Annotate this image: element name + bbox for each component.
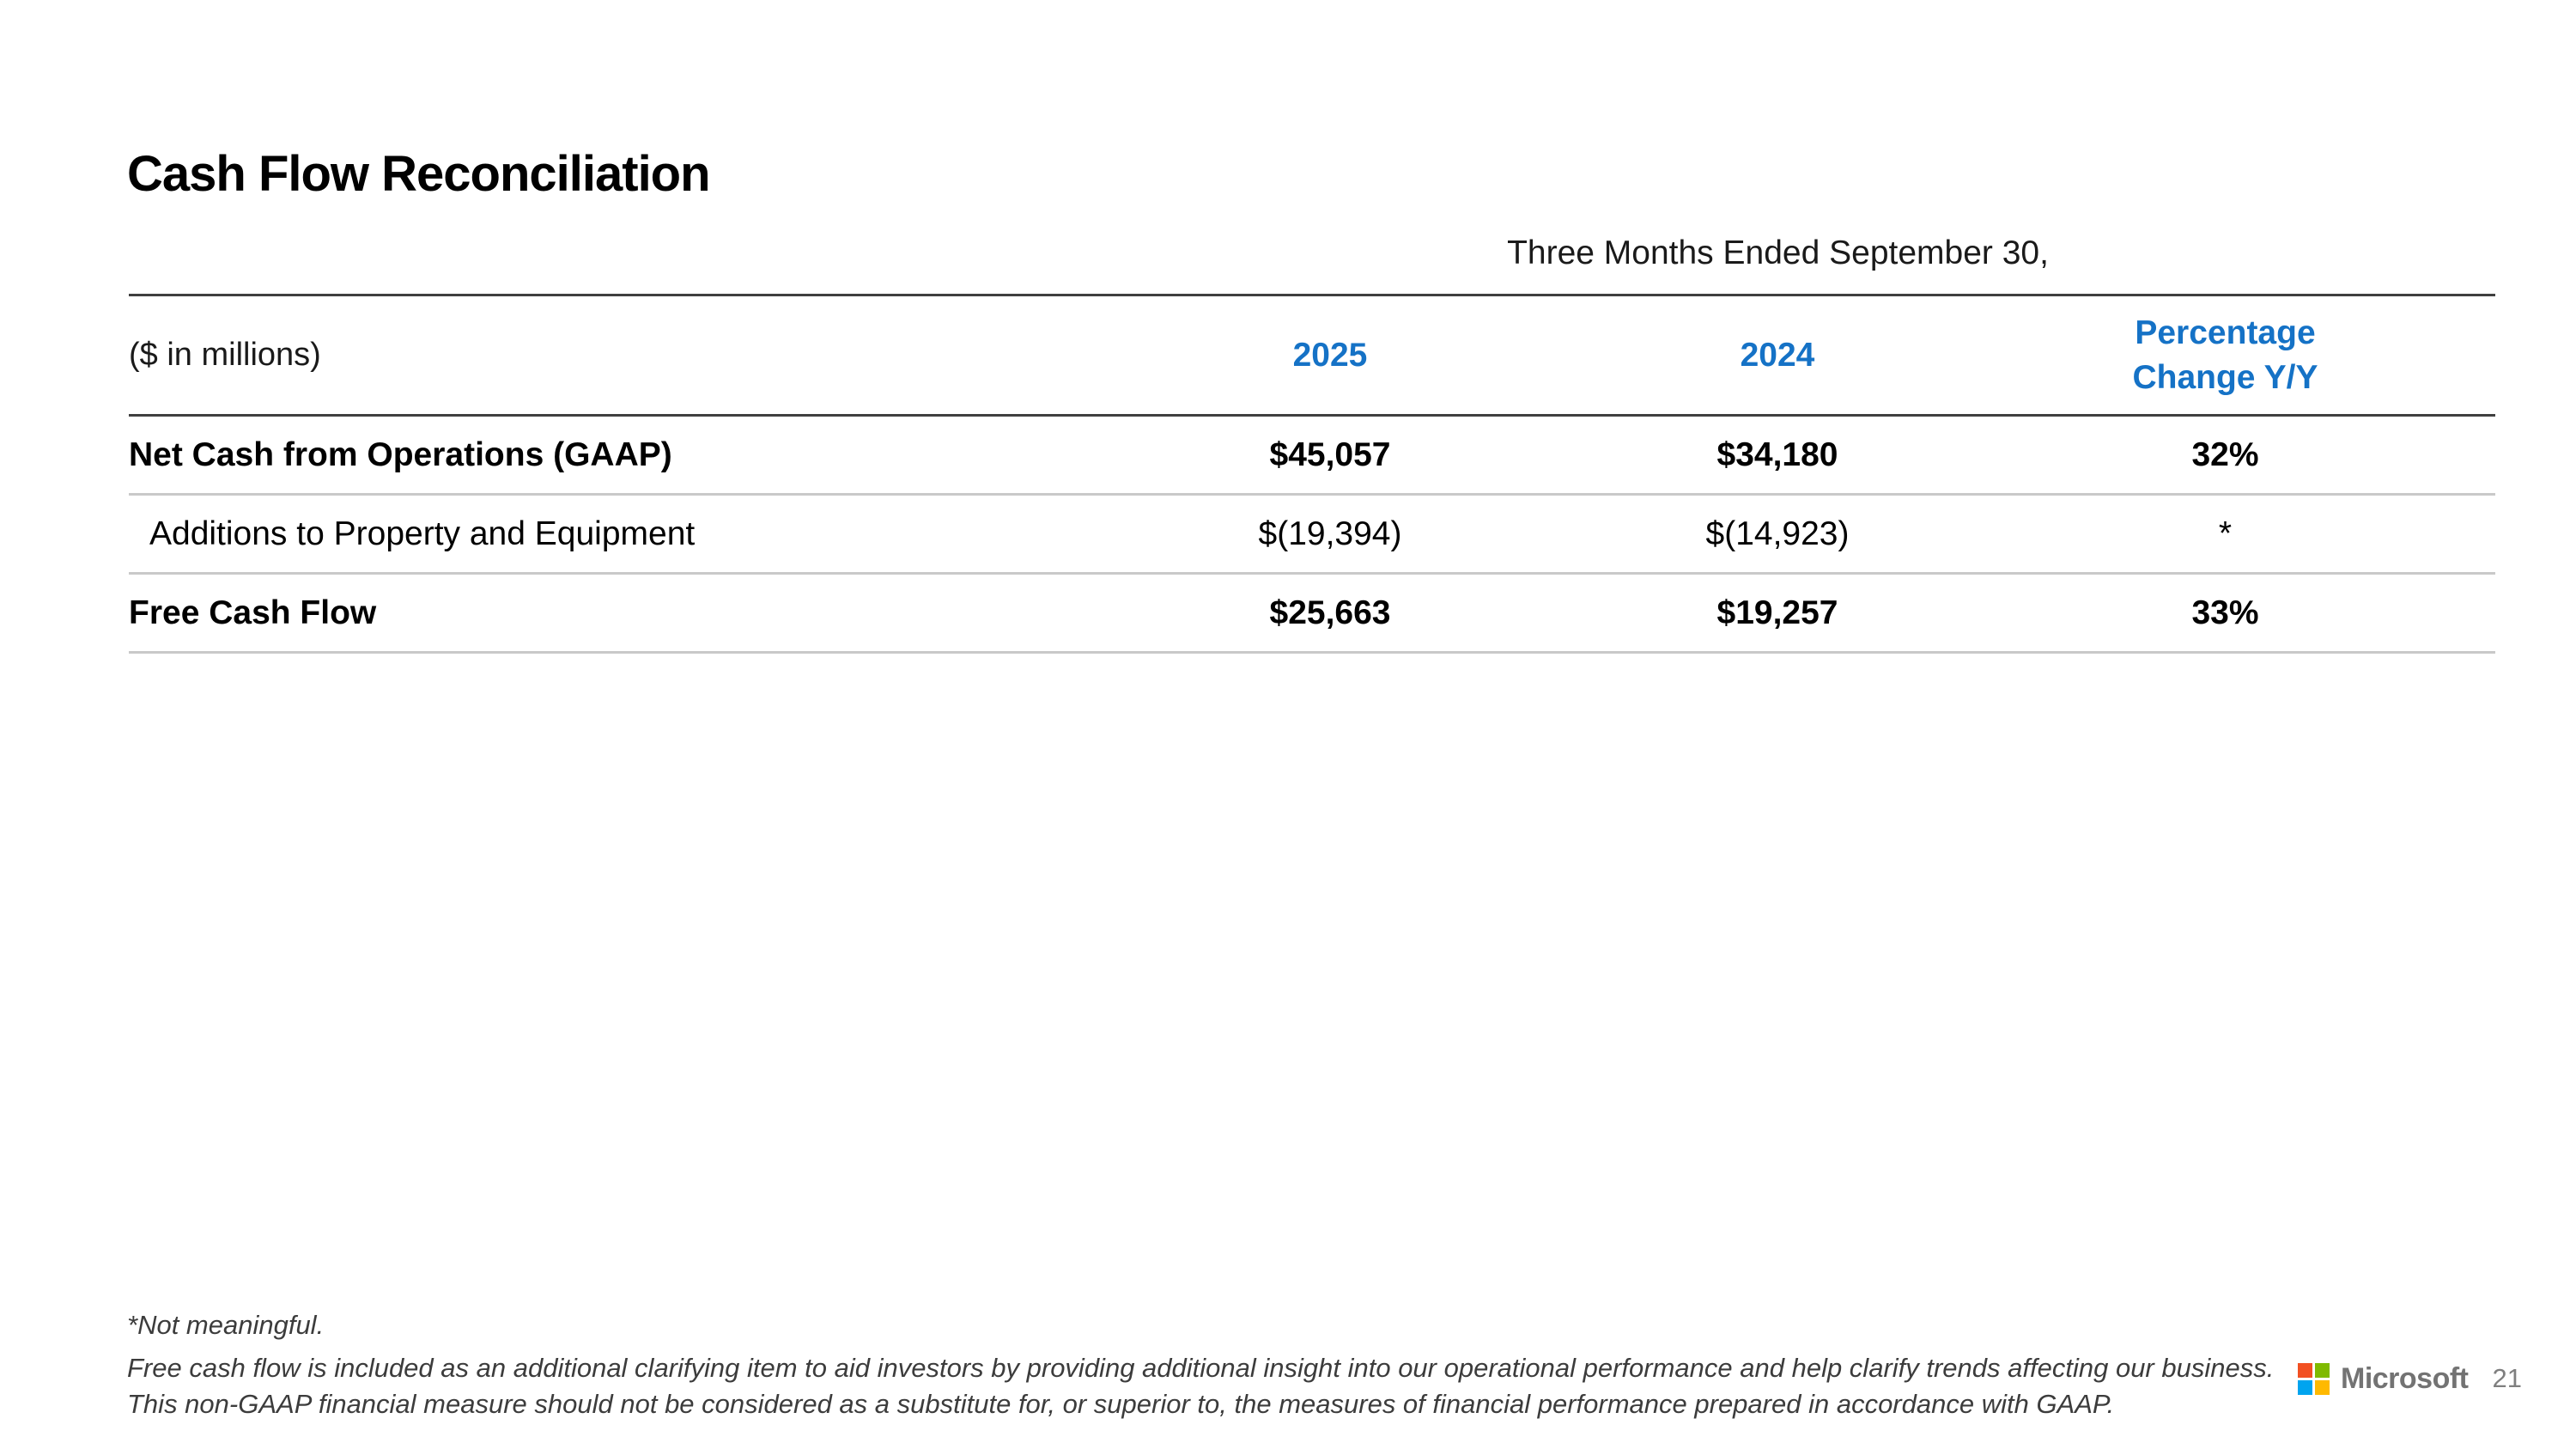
table-row-additions-property-equipment: Additions to Property and Equipment $(19… [129,495,2495,574]
table-header-row: ($ in millions) 2025 2024 Percentage Cha… [129,295,2495,416]
value-2024: $34,180 [1716,435,1838,473]
footnote-not-meaningful: *Not meaningful. [127,1310,325,1340]
value-2024: $(14,923) [1705,514,1850,552]
row-label: Free Cash Flow [129,594,377,631]
footer: Microsoft 21 [2298,1361,2522,1397]
unit-label: ($ in millions) [129,337,321,373]
value-change: 32% [2191,435,2259,473]
column-header-percentage-change: Percentage Change Y/Y [1955,295,2495,416]
microsoft-logo-icon [2298,1362,2330,1395]
row-label: Additions to Property and Equipment [149,514,696,552]
column-header-2024: 2024 [1600,295,1955,416]
value-2025: $(19,394) [1258,514,1402,552]
column-header-2024-label: 2024 [1740,336,1815,374]
column-header-percentage-change-label: Percentage Change Y/Y [2132,314,2318,396]
logo-square-red [2298,1362,2312,1378]
cash-flow-table: Three Months Ended September 30, ($ in m… [129,234,2495,654]
value-change: * [2218,514,2233,552]
footnotes: *Not meaningful. Free cash flow is inclu… [127,1307,2325,1422]
logo-square-blue [2298,1379,2312,1395]
logo-square-green [2315,1362,2330,1378]
reconciliation-table: ($ in millions) 2025 2024 Percentage Cha… [129,294,2495,654]
table-row-net-cash-operations: Net Cash from Operations (GAAP) $45,057 … [129,416,2495,495]
logo-square-yellow [2315,1379,2330,1395]
brand-wordmark: Microsoft [2341,1361,2469,1395]
page-number: 21 [2492,1363,2522,1393]
value-change: 33% [2191,594,2259,631]
table-row-free-cash-flow: Free Cash Flow $25,663 $19,257 33% [129,574,2495,653]
value-2025: $45,057 [1269,435,1391,473]
column-header-2025-label: 2025 [1292,336,1368,374]
footnote-free-cash-flow: Free cash flow is included as an additio… [127,1353,2275,1383]
value-2025: $25,663 [1269,594,1391,631]
column-header-2025: 2025 [1060,295,1600,416]
period-header: Three Months Ended September 30, [1507,234,2049,271]
footnote-non-gaap: This non-GAAP financial measure should n… [127,1389,2115,1419]
page-title: Cash Flow Reconciliation [127,145,711,202]
row-label: Net Cash from Operations (GAAP) [129,435,672,473]
value-2024: $19,257 [1716,594,1838,631]
